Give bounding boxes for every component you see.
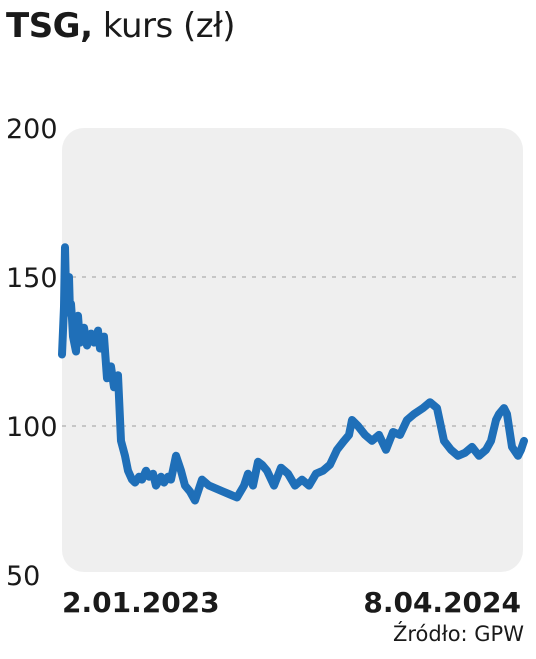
chart-title: TSG, kurs (zł)	[6, 6, 236, 46]
y-tick-label-100: 100	[6, 412, 58, 443]
gridlines	[62, 276, 522, 427]
y-tick-label-200: 200	[6, 114, 58, 145]
y-tick-label-50: 50	[6, 561, 40, 592]
y-tick-label-150: 150	[6, 263, 58, 294]
y-axis-ticks: 200 150 100 50	[6, 114, 58, 592]
chart-title-ticker: TSG,	[6, 6, 93, 46]
plot-area	[62, 128, 523, 572]
chart-title-unit: kurs (zł)	[102, 6, 236, 46]
source-note: Źródło: GPW	[392, 622, 524, 646]
x-axis-start-label: 2.01.2023	[62, 586, 220, 619]
price-series-line	[58, 243, 528, 505]
x-axis-end-label: 8.04.2024	[363, 586, 521, 619]
